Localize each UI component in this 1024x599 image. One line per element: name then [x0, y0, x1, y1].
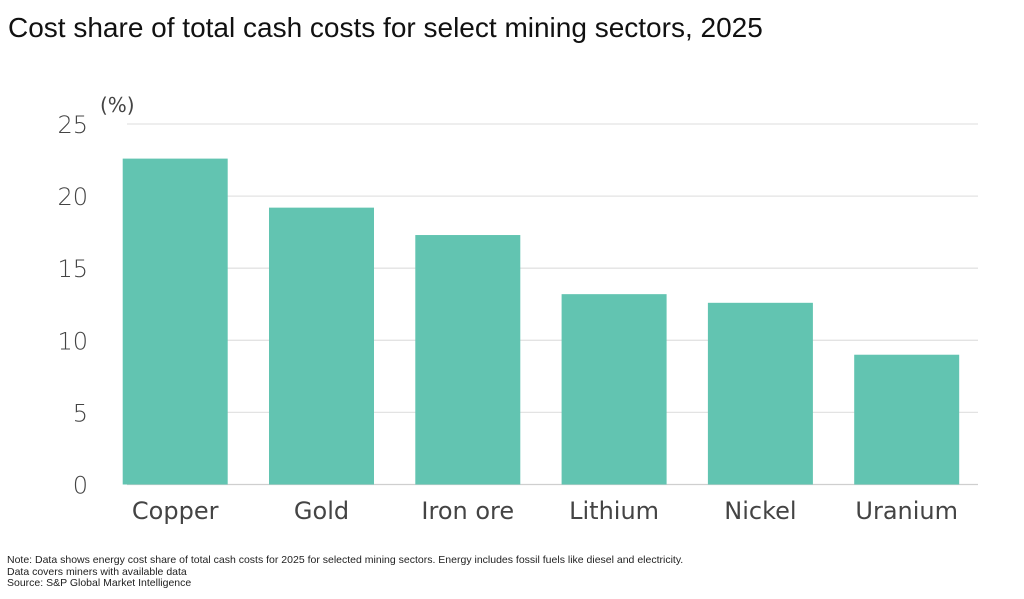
- chart-title: Cost share of total cash costs for selec…: [8, 12, 763, 43]
- footnotes: Note: Data shows energy cost share of to…: [7, 554, 684, 590]
- y-tick-label: 0: [73, 472, 88, 500]
- y-tick-label: 20: [57, 183, 88, 211]
- x-tick-label: Gold: [294, 497, 349, 525]
- y-tick-label: 5: [73, 399, 88, 427]
- note-text: Note: Data shows energy cost share of to…: [7, 554, 684, 566]
- bar-uranium: [854, 354, 960, 485]
- bar-gold: [269, 207, 374, 485]
- bar-iron-ore: [415, 235, 521, 485]
- x-tick-label: Nickel: [724, 497, 796, 525]
- y-tick-label: 10: [57, 327, 88, 355]
- x-tick-label: Iron ore: [421, 497, 514, 525]
- source-text: Source: S&P Global Market Intelligence: [7, 577, 192, 589]
- x-tick-label: Copper: [132, 497, 219, 525]
- bar-copper: [122, 158, 228, 485]
- gridlines: [127, 123, 978, 486]
- bar-lithium: [561, 294, 667, 485]
- y-tick-labels: 0 5 10 15 20 25: [57, 111, 88, 500]
- x-tick-label: Uranium: [855, 497, 958, 525]
- bar-nickel: [707, 302, 813, 485]
- bars: [122, 158, 960, 485]
- y-axis-unit: (%): [100, 93, 135, 117]
- x-tick-labels: Copper Gold Iron ore Lithium Nickel Uranium: [132, 497, 958, 525]
- coverage-text: Data covers miners with available data: [7, 565, 187, 578]
- y-tick-label: 25: [57, 111, 88, 139]
- y-tick-label: 15: [57, 255, 88, 283]
- x-tick-label: Lithium: [569, 497, 659, 525]
